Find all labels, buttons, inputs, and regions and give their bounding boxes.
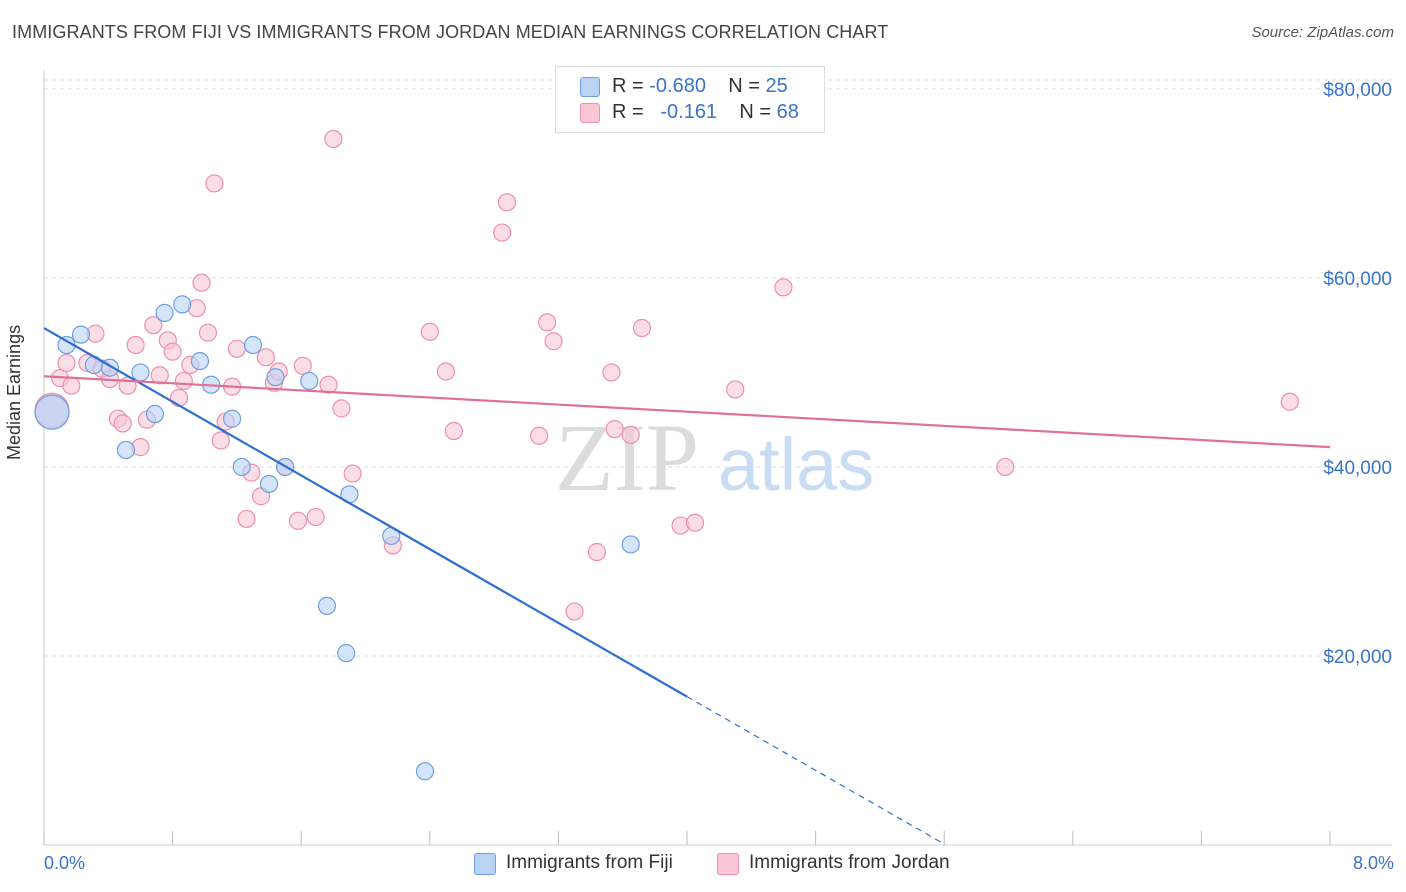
jordan-point[interactable]	[288, 511, 308, 530]
jordan-point[interactable]	[565, 602, 584, 621]
trend-lines	[43, 327, 1331, 845]
x-tick-labels: 0.0% 8.0%	[44, 853, 1394, 873]
jordan-r-value: -0.161	[660, 101, 718, 123]
fiji-n-label: N =	[728, 75, 766, 97]
fiji-point[interactable]	[266, 368, 285, 387]
fiji-swatch	[580, 77, 600, 97]
jordan-point[interactable]	[126, 335, 145, 355]
jordan-point[interactable]	[319, 375, 338, 394]
jordan-point[interactable]	[538, 313, 557, 332]
jordan-legend-swatch	[717, 853, 739, 875]
jordan-point[interactable]	[256, 348, 275, 367]
watermark-atlas: atlas	[718, 423, 874, 506]
fiji-point[interactable]	[173, 295, 192, 314]
jordan-point[interactable]	[174, 371, 193, 391]
jordan-point[interactable]	[237, 509, 256, 529]
fiji-point[interactable]	[243, 335, 263, 355]
jordan-point[interactable]	[332, 399, 351, 418]
jordan-point[interactable]	[144, 316, 163, 335]
fiji-point[interactable]	[300, 371, 319, 391]
jordan-point[interactable]	[57, 353, 76, 373]
jordan-point[interactable]	[544, 332, 563, 351]
series-legend: Immigrants from Fiji Immigrants from Jor…	[0, 852, 1406, 878]
jordan-point[interactable]	[621, 425, 640, 444]
jordan-trend-line	[43, 375, 1331, 449]
y-tick-label: $20,000	[1323, 647, 1392, 668]
y-tick-label: $80,000	[1323, 80, 1392, 101]
fiji-legend-label: Immigrants from Fiji	[506, 852, 673, 873]
fiji-point[interactable]	[145, 404, 165, 424]
jordan-point[interactable]	[587, 542, 607, 562]
watermark-zip: ZIP	[555, 404, 699, 511]
fiji-point[interactable]	[34, 394, 70, 430]
chart-title: IMMIGRANTS FROM FIJI VS IMMIGRANTS FROM …	[12, 22, 889, 42]
jordan-point[interactable]	[605, 420, 624, 439]
x-tick-label-min: 0.0%	[44, 853, 85, 873]
jordan-point[interactable]	[198, 323, 218, 342]
fiji-point[interactable]	[415, 762, 435, 781]
jordan-point[interactable]	[602, 363, 621, 382]
fiji-point[interactable]	[131, 363, 150, 382]
fiji-point[interactable]	[71, 325, 91, 344]
fiji-point[interactable]	[337, 644, 356, 663]
fiji-point[interactable]	[259, 474, 279, 494]
y-tick-labels: $20,000 $40,000 $60,000 $80,000	[1323, 80, 1392, 668]
fiji-legend-swatch	[474, 853, 496, 875]
fiji-trend-extension	[686, 696, 945, 845]
jordan-point[interactable]	[530, 426, 549, 445]
fiji-point[interactable]	[222, 409, 242, 428]
y-tick-label: $60,000	[1323, 269, 1392, 290]
jordan-point[interactable]	[996, 457, 1015, 477]
jordan-point[interactable]	[293, 356, 312, 375]
fiji-trend-line	[43, 327, 688, 698]
jordan-point[interactable]	[436, 362, 455, 381]
jordan-point[interactable]	[227, 339, 246, 358]
jordan-legend-label: Immigrants from Jordan	[749, 852, 950, 873]
jordan-point[interactable]	[632, 318, 652, 338]
jordan-point[interactable]	[192, 273, 211, 292]
jordan-point[interactable]	[169, 388, 189, 408]
fiji-r-value: -0.680	[649, 75, 706, 97]
fiji-point[interactable]	[621, 535, 640, 554]
x-tick-label-max: 8.0%	[1353, 853, 1394, 873]
fiji-points	[34, 295, 640, 781]
jordan-point[interactable]	[343, 464, 362, 483]
jordan-n-value: 68	[776, 101, 799, 123]
correlation-legend: R = -0.680 N = 25 R = -0.161 N = 68	[555, 66, 825, 133]
watermark: ZIP atlas	[555, 404, 874, 511]
source-label: Source: ZipAtlas.com	[1251, 24, 1394, 41]
jordan-point[interactable]	[324, 129, 343, 149]
jordan-point[interactable]	[62, 376, 81, 395]
jordan-point[interactable]	[211, 431, 230, 450]
jordan-swatch	[580, 103, 600, 123]
axes	[43, 70, 1392, 846]
jordan-point[interactable]	[444, 421, 464, 441]
fiji-n-value: 25	[765, 75, 788, 97]
jordan-r-label: R =	[612, 101, 650, 123]
fiji-point[interactable]	[190, 351, 210, 371]
jordan-point[interactable]	[497, 193, 517, 212]
gridlines	[44, 79, 1392, 657]
jordan-point[interactable]	[205, 174, 224, 193]
fiji-point[interactable]	[317, 596, 337, 615]
fiji-point[interactable]	[116, 440, 136, 460]
jordan-point[interactable]	[163, 342, 182, 361]
jordan-point[interactable]	[726, 380, 745, 399]
jordan-point[interactable]	[774, 278, 793, 297]
jordan-point[interactable]	[113, 414, 132, 433]
jordan-points	[34, 129, 1299, 621]
jordan-point[interactable]	[420, 322, 439, 341]
fiji-point[interactable]	[155, 303, 174, 322]
y-tick-label: $40,000	[1323, 458, 1392, 479]
jordan-point[interactable]	[150, 366, 169, 385]
jordan-point[interactable]	[493, 223, 512, 242]
jordan-point[interactable]	[685, 513, 705, 532]
fiji-point[interactable]	[232, 457, 251, 477]
jordan-n-label: N =	[739, 101, 777, 123]
jordan-point[interactable]	[306, 507, 325, 527]
jordan-point[interactable]	[1280, 392, 1299, 411]
fiji-r-label: R =	[612, 75, 650, 97]
